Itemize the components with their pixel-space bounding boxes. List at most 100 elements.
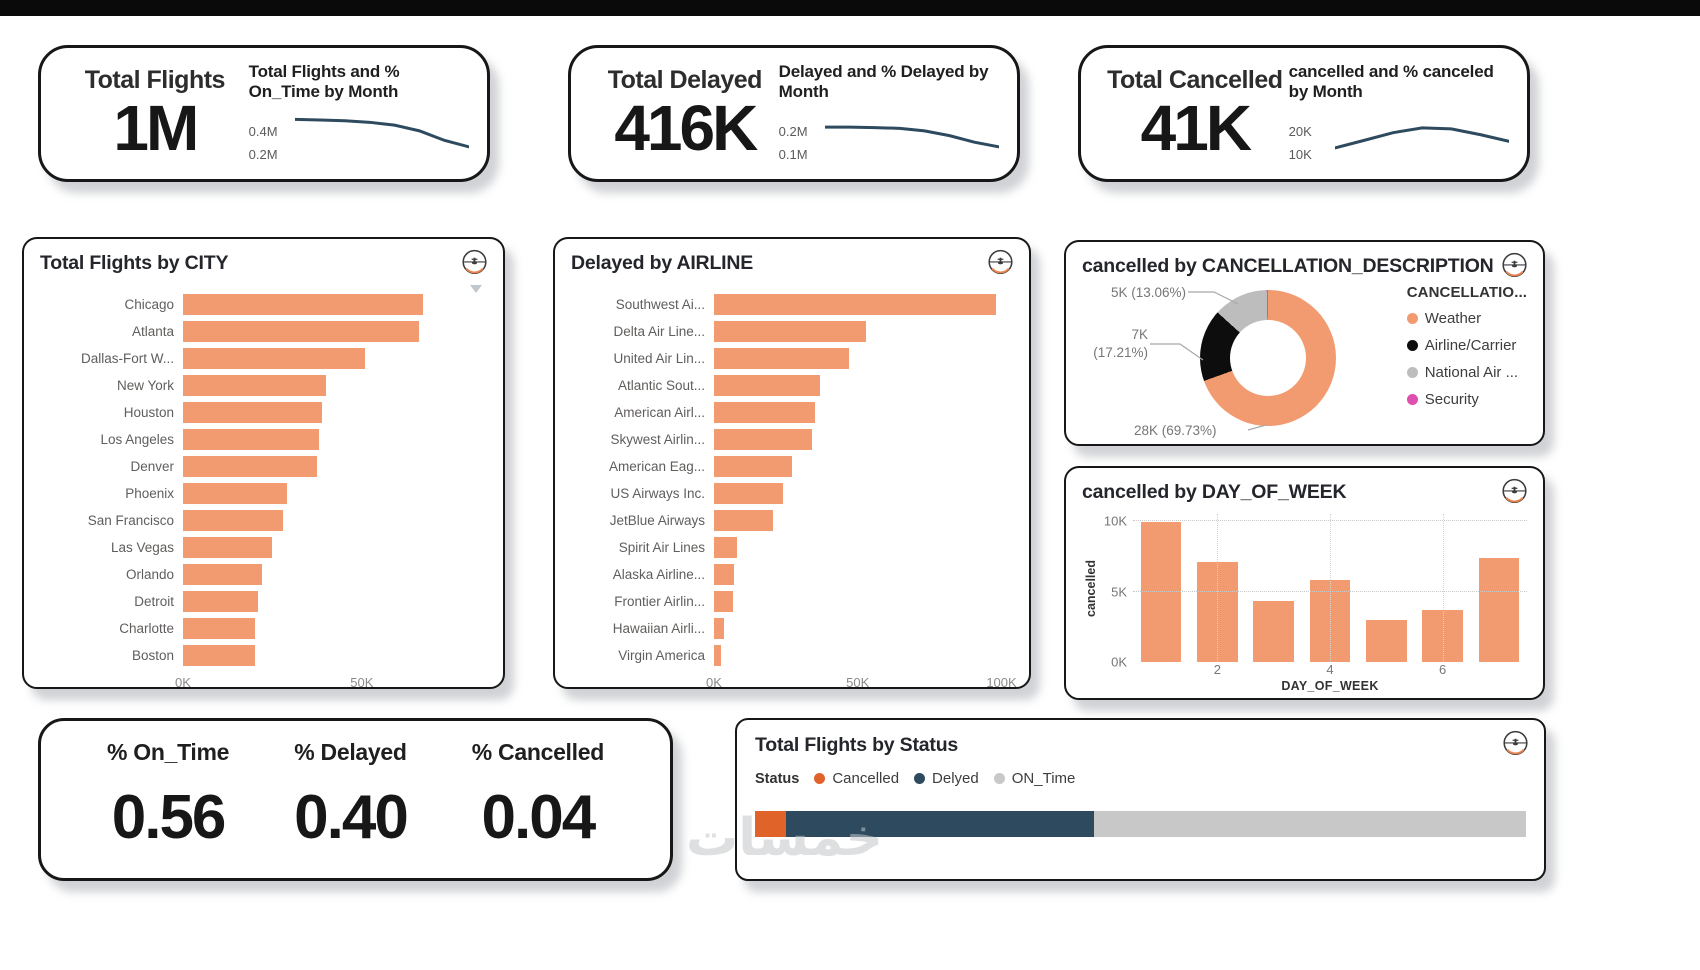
category-label: American Eag... [608, 459, 705, 474]
day-of-week-column-chart-card: cancelled by DAY_OF_WEEK cancelled 0K 5K 1… [1064, 466, 1545, 700]
legend-item-national-air-[interactable]: National Air ... [1406, 364, 1527, 381]
y-axis: 0K 5K 10K [1099, 514, 1133, 670]
bar[interactable] [714, 483, 783, 504]
bar[interactable] [714, 564, 735, 585]
bar-row: Orlando [40, 561, 487, 588]
bar[interactable] [714, 456, 792, 477]
pct-value: 0.04 [481, 783, 597, 852]
bar-track [714, 429, 1013, 450]
bar[interactable] [183, 564, 262, 585]
bar[interactable] [714, 348, 850, 369]
gridline-vertical [1442, 514, 1444, 662]
plane-logo-icon [1499, 251, 1530, 282]
donut-chart[interactable] [1200, 290, 1336, 426]
sparkline-y-axis: 20K 10K [1289, 110, 1335, 166]
legend-item-weather[interactable]: Weather [1406, 310, 1527, 327]
bar[interactable] [183, 348, 366, 369]
bar-track [183, 537, 487, 558]
column-cell [1358, 514, 1414, 662]
slice-label-line: 7K [1131, 327, 1148, 342]
kpi-value: 416K [614, 92, 758, 165]
bar[interactable] [183, 402, 323, 423]
column-bar-day-6[interactable] [1422, 609, 1463, 662]
pct-label: % On_Time [107, 739, 230, 765]
status-segment-on_time[interactable] [1094, 811, 1526, 837]
trend-line [1335, 128, 1509, 148]
bar[interactable] [183, 618, 255, 639]
status-segment-delyed[interactable] [785, 811, 1095, 837]
kpi-card-total-cancelled: Total Cancelled 41K cancelled and % canc… [1078, 45, 1530, 182]
bar[interactable] [714, 618, 725, 639]
trend-line [295, 119, 469, 147]
bar-track [714, 348, 1013, 369]
bar-track [714, 618, 1013, 639]
bar[interactable] [714, 510, 773, 531]
pct-on-time-block: % On_Time 0.56 [107, 739, 229, 853]
legend-item-delyed[interactable]: Delyed [914, 770, 979, 787]
bar[interactable] [714, 402, 815, 423]
status-segment-cancelled[interactable] [755, 811, 786, 837]
bar[interactable] [183, 483, 287, 504]
bar[interactable] [183, 537, 273, 558]
y-tick: 0.4M [248, 123, 278, 139]
slice-label-line: (17.21%) [1093, 345, 1148, 361]
column-bar-day-7[interactable] [1478, 557, 1520, 662]
kpi-card-total-delayed: Total Delayed 416K Delayed and % Delayed… [568, 45, 1020, 182]
x-tick-label: 2 [1213, 662, 1222, 677]
bar[interactable] [183, 375, 327, 396]
bar-track [183, 402, 487, 423]
bar-track [714, 483, 1013, 504]
category-label: JetBlue Airways [609, 513, 705, 528]
legend-item-on_time[interactable]: ON_Time [993, 770, 1075, 787]
bar[interactable] [714, 591, 733, 612]
column-cell [1133, 514, 1189, 662]
legend-item-cancelled[interactable]: Cancelled [814, 770, 899, 787]
kpi-card-total-flights: Total Flights 1M Total Flights and % On_… [38, 45, 490, 182]
bar[interactable] [183, 321, 420, 342]
x-axis-title: DAY_OF_WEEK [1281, 679, 1379, 693]
legend-label: Cancelled [832, 770, 900, 787]
bar[interactable] [714, 375, 821, 396]
sparkline-chart [1335, 110, 1509, 166]
bar[interactable] [714, 321, 867, 342]
column-cell [1471, 514, 1527, 662]
bar[interactable] [714, 645, 722, 666]
y-tick: 0.2M [778, 123, 808, 139]
column-bar-day-2[interactable] [1197, 561, 1238, 662]
column-bar-day-3[interactable] [1253, 601, 1294, 662]
bar[interactable] [714, 537, 737, 558]
y-axis-title: cancelled [1083, 559, 1098, 617]
bar[interactable] [183, 591, 259, 612]
city-x-axis: 0K 50K [175, 675, 487, 693]
bar[interactable] [714, 429, 812, 450]
category-label: Chicago [124, 297, 174, 312]
bar[interactable] [183, 510, 284, 531]
pct-cancelled-block: % Cancelled 0.04 [472, 739, 605, 853]
bar-track [714, 402, 1013, 423]
bar[interactable] [183, 294, 423, 315]
bar-track [714, 321, 1013, 342]
column-bar-day-1[interactable] [1140, 522, 1182, 662]
x-axis: 2 4 6 [1133, 662, 1527, 679]
bar[interactable] [183, 645, 255, 666]
bar-track [714, 645, 1013, 666]
chart-title: Total Flights by Status [755, 734, 959, 756]
sparkline-chart [825, 110, 999, 166]
kpi-sparkline-title: Total Flights and % On_Time by Month [248, 62, 400, 102]
legend-item-security[interactable]: Security [1406, 391, 1527, 408]
bar-row: Las Vegas [40, 534, 487, 561]
column-bar-day-4[interactable] [1309, 580, 1351, 662]
bar-row: United Air Lin... [571, 345, 1013, 372]
bar[interactable] [183, 456, 318, 477]
legend-item-airline-carrier[interactable]: Airline/Carrier [1406, 337, 1527, 354]
column-bar-day-5[interactable] [1366, 619, 1407, 662]
chart-title: Total Flights by CITY [40, 252, 229, 274]
trend-line [825, 127, 999, 147]
x-tick-label: 6 [1438, 662, 1447, 677]
bar[interactable] [183, 429, 319, 450]
bar-track [714, 375, 1013, 396]
bar-track [183, 645, 487, 666]
bar[interactable] [714, 294, 996, 315]
gridline-vertical [1217, 514, 1219, 662]
airline-x-axis: 0K 50K 100K [706, 675, 1017, 693]
